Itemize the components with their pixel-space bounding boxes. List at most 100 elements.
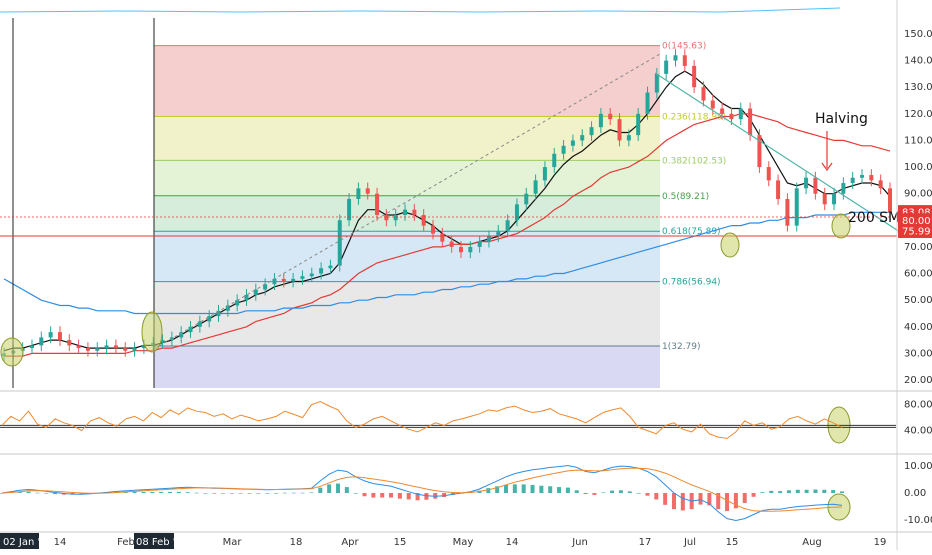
price-tag-label: 80.00 bbox=[902, 216, 931, 227]
candle-body bbox=[776, 180, 781, 200]
candle-body bbox=[412, 209, 417, 215]
macd-hist-bar bbox=[442, 493, 447, 498]
candle-body bbox=[598, 113, 603, 128]
macd-hist-bar bbox=[592, 493, 597, 495]
candle-body bbox=[832, 193, 837, 205]
candle-body bbox=[766, 167, 771, 181]
macd-hist-bar bbox=[274, 493, 279, 494]
macd-hist-bar bbox=[486, 488, 491, 493]
candle-body bbox=[197, 321, 202, 327]
candle-body bbox=[514, 204, 519, 221]
macd-hist-bar bbox=[282, 492, 287, 494]
rsi-pane: 40.00 80.00 bbox=[0, 400, 932, 439]
x-axis-ticks: 14 Feb Mar 18 Apr 15 May 14 Jun 17 Jul 15 Aug 19 bbox=[54, 537, 887, 548]
fib-diagonal-line bbox=[153, 53, 661, 350]
halving-label: Halving bbox=[815, 111, 868, 127]
candle-body bbox=[253, 289, 258, 295]
highlight-circle-jul bbox=[720, 232, 740, 258]
y-tick-label: 150.00 bbox=[904, 29, 932, 40]
candle-body bbox=[188, 326, 193, 333]
macd-hist-bar bbox=[840, 491, 844, 493]
macd-hist-bar bbox=[141, 491, 146, 493]
candle-body bbox=[225, 305, 230, 311]
candle-body bbox=[608, 113, 613, 120]
macd-hist-bar bbox=[265, 493, 270, 494]
date-tag-feb-bg bbox=[134, 533, 174, 549]
macd-hist-bar bbox=[654, 493, 659, 500]
macd-signal-line bbox=[1, 467, 843, 512]
y-tick-label: 70.00 bbox=[904, 242, 932, 253]
candle-body bbox=[505, 220, 510, 231]
candle-body bbox=[860, 175, 865, 178]
candle-body bbox=[160, 340, 165, 343]
candle-body bbox=[720, 108, 725, 114]
fib-level-label: 0.5(89.21) bbox=[662, 192, 709, 202]
macd-hist-bar bbox=[17, 491, 22, 493]
macd-hist-bar bbox=[159, 491, 164, 493]
macd-hist-bar bbox=[778, 491, 783, 493]
candle-body bbox=[393, 214, 398, 221]
macd-hist-bar bbox=[150, 491, 155, 493]
macd-hist-bar bbox=[574, 490, 579, 493]
price-tag-label: 75.99 bbox=[902, 226, 931, 237]
candle-body bbox=[710, 100, 715, 109]
fib-band bbox=[154, 116, 660, 161]
macd-hist-bar bbox=[495, 486, 500, 493]
candle-body bbox=[384, 214, 389, 221]
macd-tick-label: -10.00 bbox=[904, 515, 932, 526]
macd-hist-bar bbox=[318, 487, 323, 493]
macd-hist-bar bbox=[610, 490, 615, 493]
x-tick-label: May bbox=[453, 537, 474, 548]
candle-body bbox=[319, 268, 324, 274]
macd-hist-bar bbox=[813, 489, 818, 493]
macd-hist-bar bbox=[53, 493, 58, 495]
x-tick-label: Jul bbox=[683, 537, 696, 548]
sma-200-label: 200 SMA bbox=[848, 210, 910, 226]
candle-body bbox=[207, 316, 212, 322]
candle-body bbox=[216, 310, 221, 317]
y-tick-label: 20.00 bbox=[904, 375, 932, 386]
candle-body bbox=[85, 348, 90, 351]
candle-body bbox=[878, 180, 883, 189]
date-tag-jan-bg bbox=[0, 533, 39, 549]
macd-hist-bar bbox=[521, 484, 526, 493]
macd-hist-bar bbox=[238, 493, 243, 494]
macd-hist-bar bbox=[672, 493, 676, 510]
macd-hist-bar bbox=[371, 493, 376, 498]
candle-body bbox=[748, 108, 753, 136]
candle-body bbox=[449, 241, 454, 247]
macd-hist-bar bbox=[804, 489, 809, 493]
macd-hist-bar bbox=[601, 492, 606, 494]
macd-hist-bar bbox=[336, 483, 340, 493]
candle-body bbox=[542, 167, 547, 181]
candle-body bbox=[626, 135, 631, 141]
highlight-circle-jan bbox=[0, 337, 24, 367]
macd-hist-bar bbox=[680, 493, 685, 511]
x-tick-label: 15 bbox=[726, 537, 739, 548]
top-strip-line bbox=[0, 7, 841, 13]
candle-body bbox=[440, 233, 445, 242]
x-tick-label: 19 bbox=[874, 537, 887, 548]
macd-hist-bar bbox=[725, 493, 730, 512]
macd-hist-bar bbox=[512, 484, 517, 493]
macd-line bbox=[1, 464, 843, 522]
candle-body bbox=[822, 193, 827, 205]
macd-hist-bar bbox=[291, 492, 296, 494]
y-tick-label: 130.00 bbox=[904, 82, 932, 93]
candle-body bbox=[701, 87, 706, 101]
macd-hist-bar bbox=[831, 490, 836, 493]
rsi-tick-label: 40.00 bbox=[904, 426, 932, 437]
y-axis-ticks: 20.00 30.00 40.00 50.00 60.00 70.00 80.00 90.00… bbox=[904, 29, 932, 386]
x-tick-label: 14 bbox=[54, 537, 67, 548]
y-tick-label: 120.00 bbox=[904, 109, 932, 120]
candle-body bbox=[617, 119, 622, 141]
macd-hist-bar bbox=[185, 492, 190, 493]
macd-hist-bar bbox=[380, 493, 385, 498]
y-tick-label: 40.00 bbox=[904, 322, 932, 333]
macd-hist-bar bbox=[565, 487, 570, 493]
macd-hist-bar bbox=[221, 493, 226, 494]
macd-hist-bar bbox=[636, 493, 641, 494]
macd-hist-bar bbox=[406, 493, 411, 500]
x-tick-label: Feb bbox=[117, 537, 135, 548]
candle-body bbox=[692, 65, 697, 88]
